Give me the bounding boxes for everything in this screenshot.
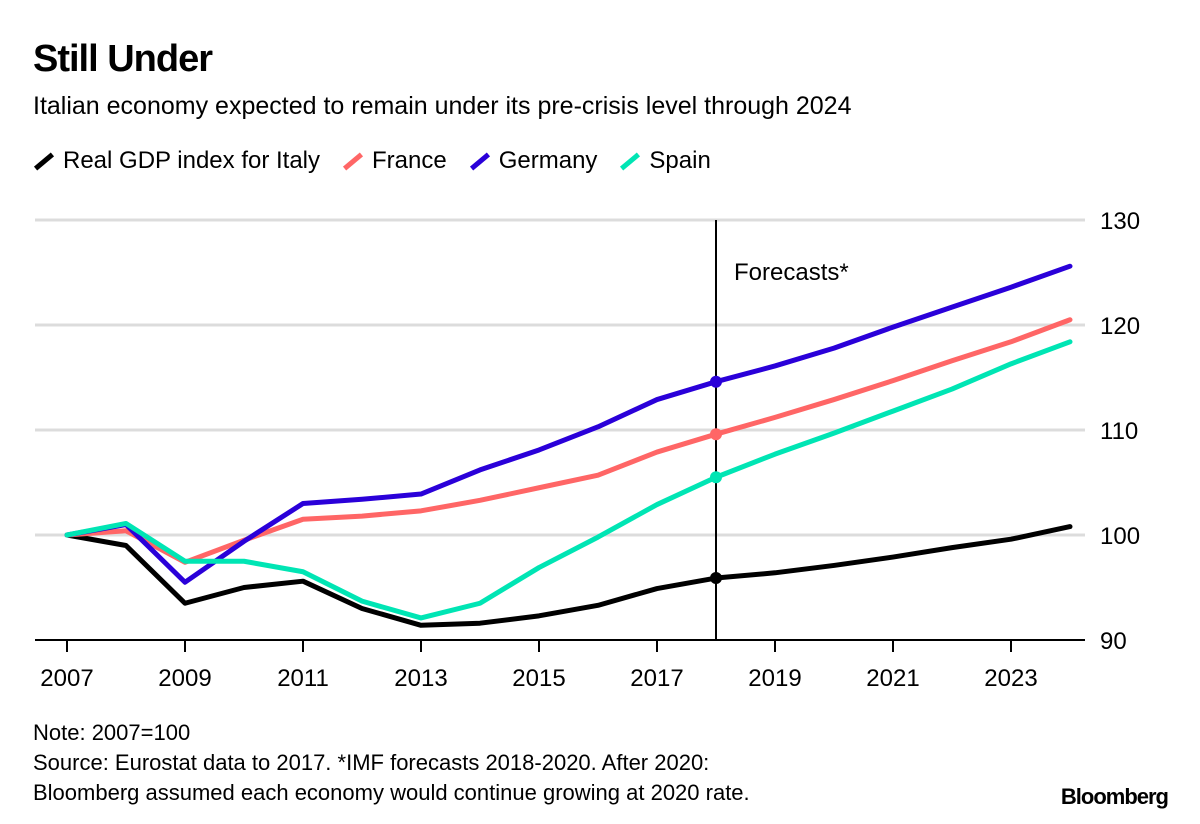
forecast-point [710,471,722,484]
x-tick-label: 2011 [277,665,329,692]
forecast-point [710,375,722,388]
legend-label: France [372,147,447,174]
legend: Real GDP index for Italy France Germany … [33,147,711,175]
x-tick-label: 2021 [866,665,919,692]
x-tick-label: 2009 [158,665,211,692]
legend-item-italy: Real GDP index for Italy [33,147,320,175]
x-tick-label: 2023 [984,665,1037,692]
y-tick-label: 120 [1100,313,1140,340]
series-line-spain [64,339,1073,621]
chart-title: Still Under [33,38,213,80]
legend-label: Spain [649,147,711,174]
legend-label: Real GDP index for Italy [63,147,321,174]
x-tick-label: 2019 [748,665,801,692]
legend-item-france: France [342,147,447,175]
notes: Note: 2007=100 Source: Eurostat data to … [33,718,750,808]
legend-label: Germany [498,147,598,174]
x-tick-label: 2015 [512,665,565,692]
note-text: Note: 2007=100 [33,720,191,745]
series-line-germany [64,263,1073,585]
source-line-1: Source: Eurostat data to 2017. *IMF fore… [33,750,710,775]
x-tick-label: 2007 [40,665,93,692]
forecast-point [710,572,722,585]
legend-item-spain: Spain [619,147,711,175]
forecast-annotation: Forecasts* [734,259,849,286]
chart-subtitle: Italian economy expected to remain under… [33,92,852,120]
y-tick-label: 90 [1100,628,1127,655]
y-tick-label: 100 [1100,523,1140,550]
series-line-real-gdp-index-for-italy [64,524,1073,628]
y-tick-label: 110 [1100,418,1138,445]
legend-item-germany: Germany [469,147,598,175]
source-line-2: Bloomberg assumed each economy would con… [33,780,750,805]
forecast-point [710,428,722,441]
bloomberg-logo: Bloomberg [1060,784,1169,809]
x-tick-label: 2017 [630,665,683,692]
x-tick-label: 2013 [394,665,447,692]
series-line-france [64,317,1073,565]
y-tick-label: 130 [1100,208,1140,235]
